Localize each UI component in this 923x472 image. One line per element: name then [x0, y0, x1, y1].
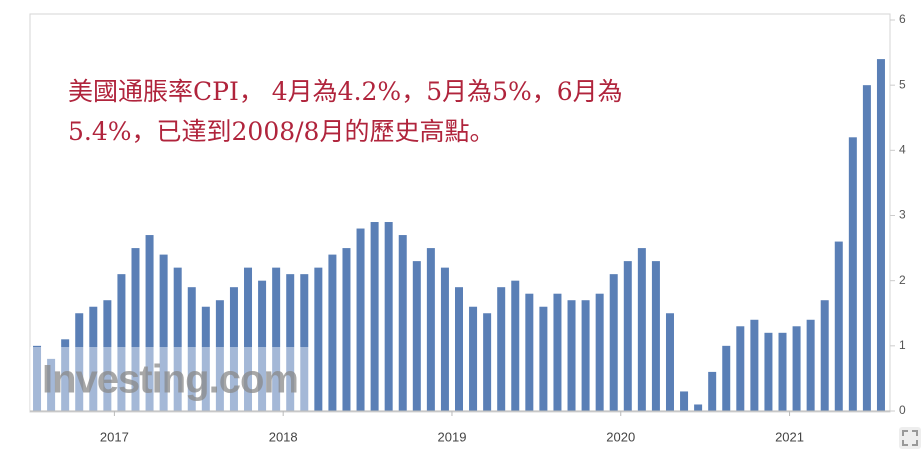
bar — [455, 287, 463, 411]
x-tick-label: 2017 — [100, 429, 129, 444]
y-tick-label: 1 — [899, 338, 906, 352]
bar — [328, 254, 337, 411]
bar — [258, 280, 267, 411]
y-tick-label: 4 — [899, 143, 906, 157]
bar — [736, 326, 745, 411]
bar — [229, 287, 238, 411]
bar — [201, 306, 210, 411]
bar — [61, 339, 70, 411]
bar — [581, 300, 590, 411]
x-tick-label: 2019 — [438, 429, 467, 444]
bar — [412, 261, 421, 411]
x-tick-label: 2020 — [606, 429, 635, 444]
bar — [314, 267, 323, 411]
bar — [637, 248, 646, 411]
bar — [159, 254, 168, 411]
bar — [370, 222, 379, 411]
bar — [848, 137, 857, 412]
bar — [47, 358, 56, 411]
bar — [300, 274, 309, 411]
bar — [694, 404, 703, 411]
annotation: 5.4%，已達到2008/8月的歷史高點。 — [68, 117, 494, 146]
expand-icon[interactable] — [899, 427, 921, 449]
bar — [722, 345, 731, 411]
bar — [356, 228, 365, 411]
bar — [384, 222, 393, 411]
bar — [215, 300, 224, 411]
bar — [834, 241, 843, 411]
watermark: Investing.com — [42, 358, 298, 402]
x-tick-label: 2021 — [775, 429, 804, 444]
annotation: 美國通脹率CPI， 4月為4.2%，5月為5%，6月為 — [68, 77, 623, 106]
bar — [595, 293, 604, 411]
bar — [286, 274, 295, 411]
bar — [764, 332, 773, 411]
bar — [272, 267, 281, 411]
bar — [483, 313, 492, 411]
bar — [342, 248, 351, 411]
y-tick-label: 5 — [899, 77, 906, 91]
bar — [33, 345, 42, 411]
bar — [426, 248, 435, 411]
bar — [89, 306, 98, 411]
bar — [665, 313, 674, 411]
bar — [497, 287, 506, 411]
bar — [469, 306, 478, 411]
bar — [792, 326, 801, 411]
plot-frame — [29, 13, 891, 413]
bar — [651, 261, 660, 411]
bar — [244, 267, 253, 411]
bar — [609, 274, 618, 411]
watermark-box — [30, 347, 310, 411]
bar — [440, 267, 449, 411]
x-tick-label: 2018 — [269, 429, 298, 444]
bar — [750, 319, 759, 411]
bar — [553, 293, 562, 411]
bar — [708, 371, 717, 411]
bar — [525, 293, 534, 411]
bar — [103, 300, 112, 411]
y-tick-label: 0 — [899, 403, 906, 417]
y-tick-label: 6 — [899, 12, 906, 26]
bars — [33, 59, 885, 412]
bar — [623, 261, 632, 411]
bar — [145, 235, 154, 411]
bar — [539, 306, 548, 411]
bar — [862, 85, 871, 412]
bar — [117, 274, 126, 411]
bar — [398, 235, 407, 411]
bar — [187, 287, 196, 411]
bar — [131, 248, 140, 411]
bar — [567, 300, 576, 411]
y-tick-label: 2 — [899, 273, 906, 287]
bar — [511, 280, 520, 411]
bar — [806, 319, 815, 411]
bar — [680, 391, 689, 411]
bar — [820, 300, 829, 411]
y-tick-label: 3 — [899, 208, 906, 222]
bar — [778, 332, 787, 411]
bar — [173, 267, 182, 411]
bar — [876, 59, 885, 411]
bar — [75, 313, 84, 411]
